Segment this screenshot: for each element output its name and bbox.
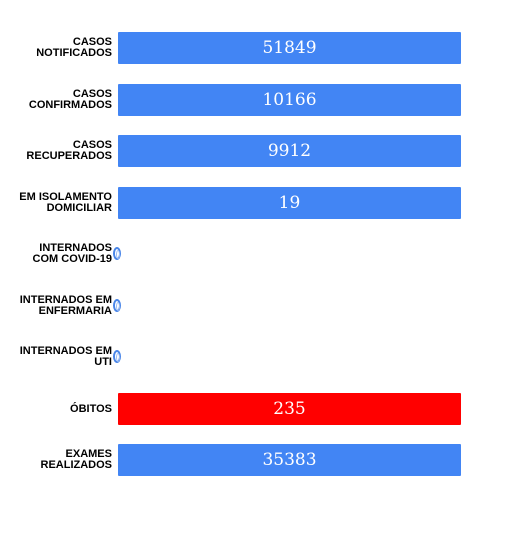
- bar-value-label: 235: [273, 399, 306, 419]
- bar-value-label: 51849: [262, 38, 317, 58]
- category-label-line: INTERNADOS: [39, 242, 112, 254]
- category-label: INTERNADOS COM COVID-19: [0, 237, 112, 271]
- chart-row: ÓBITOS 235: [0, 392, 529, 426]
- chart-row: CASOS NOTIFICADOS 51849: [0, 31, 529, 65]
- zero-value-label: [113, 350, 121, 363]
- category-label: ÓBITOS: [0, 392, 112, 426]
- category-label-line: DOMICILIAR: [46, 202, 112, 214]
- chart-row: EXAMES REALIZADOS 35383: [0, 443, 529, 477]
- bar: [118, 444, 461, 476]
- category-label-line: CASOS: [72, 139, 112, 151]
- category-label: INTERNADOS EM ENFERMARIA: [0, 289, 112, 323]
- category-label: INTERNADOS EM UTI: [0, 340, 112, 374]
- category-label: CASOS CONFIRMADOS: [0, 83, 112, 117]
- chart-row: CASOS RECUPERADOS 9912: [0, 134, 529, 168]
- bar-value-label: 9912: [267, 141, 312, 161]
- category-label: CASOS RECUPERADOS: [0, 134, 112, 168]
- category-label-line: NOTIFICADOS: [36, 47, 112, 59]
- category-label-line: REALIZADOS: [40, 459, 113, 471]
- category-label-line: RECUPERADOS: [26, 150, 112, 162]
- chart-row: CASOS CONFIRMADOS 10166: [0, 83, 529, 117]
- category-label: EXAMES REALIZADOS: [0, 443, 113, 477]
- category-label-line: ÓBITOS: [70, 402, 112, 415]
- category-label-line: COM COVID-19: [32, 253, 112, 265]
- chart-row: EM ISOLAMENTO DOMICILIAR 19: [0, 186, 529, 220]
- category-label: CASOS NOTIFICADOS: [0, 31, 112, 65]
- category-label: EM ISOLAMENTO DOMICILIAR: [0, 186, 112, 220]
- category-label-line: ENFERMARIA: [38, 305, 112, 317]
- category-label-line: CONFIRMADOS: [28, 99, 112, 111]
- bar: [118, 84, 461, 116]
- bar-value-label: 10166: [262, 90, 317, 110]
- chart-row: INTERNADOS COM COVID-19: [0, 237, 529, 271]
- category-label-line: UTI: [94, 356, 112, 368]
- bar-value-label: 35383: [262, 450, 317, 470]
- bar: [118, 135, 461, 167]
- category-label-line: INTERNADOS EM: [19, 345, 112, 357]
- chart-row: INTERNADOS EM UTI: [0, 340, 529, 374]
- category-label-line: EM ISOLAMENTO: [19, 191, 112, 203]
- bar: [118, 393, 461, 425]
- category-label-line: INTERNADOS EM: [19, 294, 112, 306]
- category-label-line: CASOS: [72, 36, 112, 48]
- bar-value-label: 19: [278, 193, 301, 213]
- chart-row: INTERNADOS EM ENFERMARIA: [0, 289, 529, 323]
- bar: [118, 187, 461, 219]
- bar: [118, 32, 461, 64]
- category-label-line: CASOS: [72, 88, 112, 100]
- zero-value-label: [113, 299, 121, 312]
- category-label-line: EXAMES: [65, 448, 112, 460]
- zero-value-label: [113, 247, 121, 260]
